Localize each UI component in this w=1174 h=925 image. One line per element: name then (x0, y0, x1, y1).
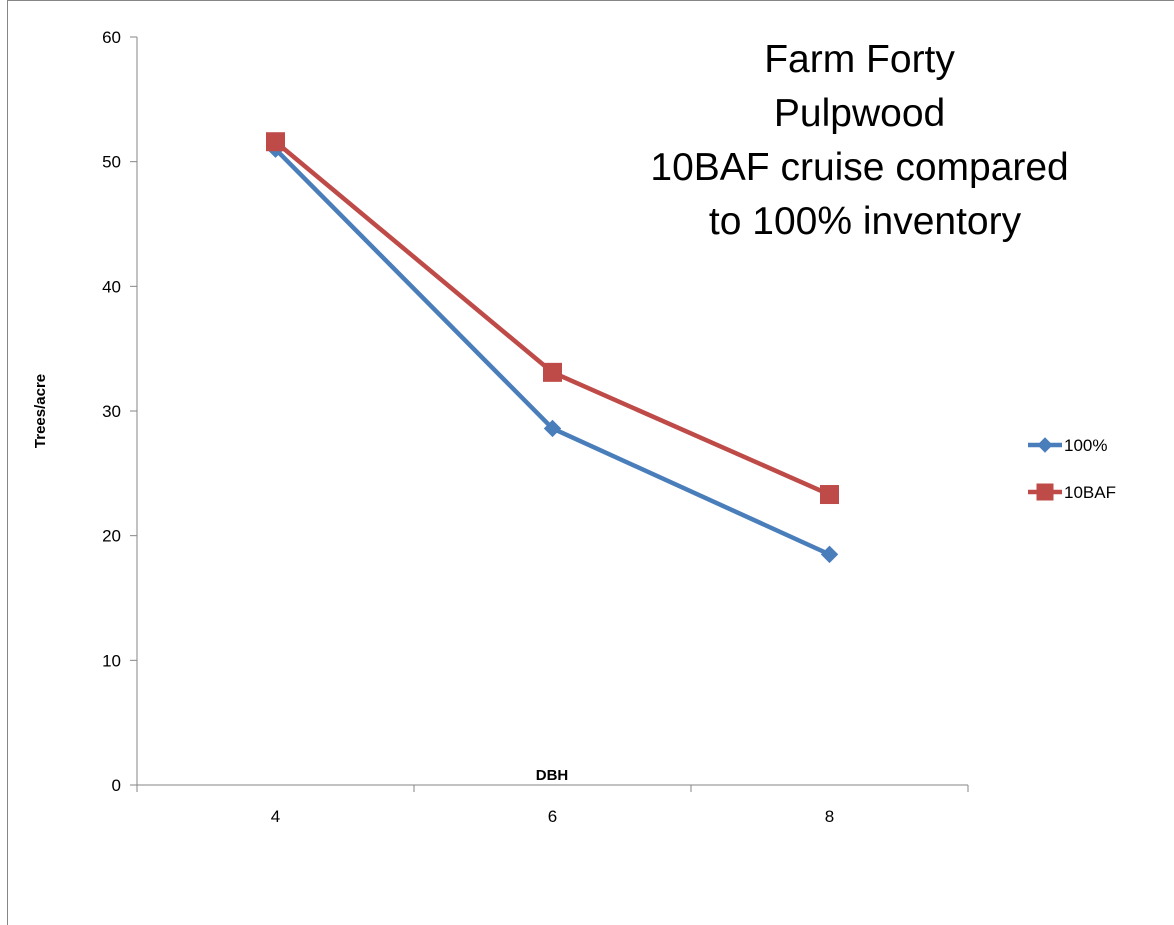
y-tick-label: 40 (102, 277, 121, 296)
y-tick-label: 10 (102, 651, 121, 670)
x-tick-label: 6 (548, 807, 557, 826)
x-tick-label: 4 (271, 807, 280, 826)
chart-title-line-3: 10BAF cruise compared (650, 146, 1068, 189)
x-tick-label: 8 (825, 807, 834, 826)
legend-item-1: 100% (1028, 436, 1107, 455)
legend-label: 100% (1064, 436, 1107, 455)
series-line (273, 139, 832, 497)
axes: 0 10 20 30 40 50 60 4 6 8 (102, 28, 969, 826)
series-2 (266, 132, 839, 505)
chart-title-line-4: to 100% inventory (709, 200, 1022, 243)
plot-area (266, 132, 839, 564)
legend-item-2: 10BAF (1028, 483, 1116, 502)
data-point (543, 362, 562, 382)
y-tick-label: 60 (102, 28, 121, 47)
data-point (820, 545, 839, 564)
chart-title-line-1: Farm Forty (764, 38, 955, 81)
legend-swatch-marker (1036, 483, 1054, 501)
legend-label: 10BAF (1064, 483, 1116, 502)
data-point (820, 485, 839, 505)
x-axis-title: DBH (536, 767, 569, 784)
y-tick-label: 20 (102, 527, 121, 546)
legend-swatch-marker (1037, 437, 1053, 453)
chart-border (7, 0, 1174, 925)
y-axis-title: Trees/acre (32, 374, 49, 448)
data-point (543, 419, 562, 438)
y-tick-label: 0 (112, 776, 121, 795)
chart-title: Farm Forty Pulpwood 10BAF cruise compare… (650, 38, 1079, 243)
y-tick-label: 50 (102, 153, 121, 172)
y-tick-label: 30 (102, 402, 121, 421)
data-point (266, 132, 285, 152)
legend: 100% 10BAF (1028, 436, 1116, 502)
chart-title-line-2: Pulpwood (774, 92, 945, 135)
